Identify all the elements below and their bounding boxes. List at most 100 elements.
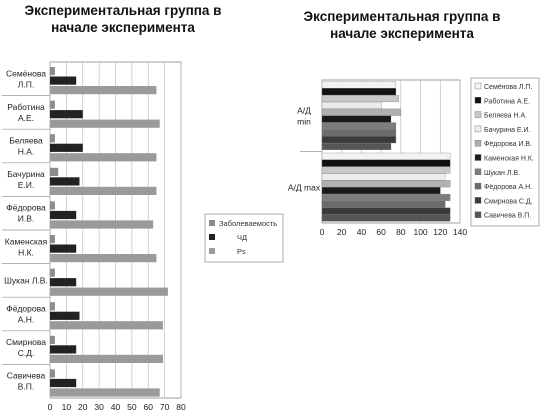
x-tick-label: 20 xyxy=(78,402,88,412)
bar-Ps xyxy=(50,186,157,195)
x-tick-label: 100 xyxy=(413,227,427,237)
bar-Заболеваемость xyxy=(50,201,55,210)
legend-label: Ps xyxy=(237,247,246,256)
bar-ЧД xyxy=(50,378,77,388)
bar-Ps xyxy=(50,254,157,263)
bar-ЧД xyxy=(50,278,77,287)
legend-label: Смирнова С.Д. xyxy=(484,198,533,205)
chart-title-right-line1: Экспериментальная группа в xyxy=(303,9,501,24)
bar-ЧД xyxy=(50,311,80,320)
category-label: Л.П. xyxy=(18,79,34,89)
category-label: Семёнова xyxy=(6,68,46,78)
x-tick-label: 120 xyxy=(433,227,447,237)
chart-title-left: Экспериментальная группа в начале экспер… xyxy=(8,2,238,36)
category-label: Работина xyxy=(7,102,45,112)
legend-swatch xyxy=(474,182,482,190)
x-tick-label: 40 xyxy=(111,402,121,412)
bar-Каменская Н.К. xyxy=(321,187,441,195)
bar-ЧД xyxy=(50,345,77,354)
legend-swatch xyxy=(474,154,482,161)
x-tick-label: 140 xyxy=(453,227,467,237)
category-label: Н.К. xyxy=(18,247,34,257)
x-tick-label: 0 xyxy=(48,402,53,412)
x-tick-label: 20 xyxy=(337,227,347,237)
category-label: Фёдорова xyxy=(6,203,46,213)
category-label: В.П. xyxy=(18,382,35,392)
category-label: А.Е. xyxy=(18,113,34,123)
bar-Заболеваемость xyxy=(50,335,55,344)
legend-swatch xyxy=(474,139,482,147)
bar-Фёдорова А.Н. xyxy=(321,129,397,137)
x-tick-label: 0 xyxy=(320,227,325,237)
bar-Заболеваемость xyxy=(50,167,59,176)
category-label: Бачурина xyxy=(7,169,45,179)
bar-ЧД xyxy=(50,110,83,119)
bar-Ps xyxy=(50,354,163,363)
legend-label: Фёдорова И.В. xyxy=(484,141,532,148)
bar-ЧД xyxy=(50,76,77,85)
bar-Ps xyxy=(50,220,154,229)
legend-swatch xyxy=(474,82,482,90)
bar-Смирнова С.Д. xyxy=(321,136,397,144)
legend-label: Каменская Н.К. xyxy=(484,156,534,163)
bar-ЧД xyxy=(50,177,80,186)
bar-Фёдорова И.В. xyxy=(321,180,451,188)
bar-Заболеваемость xyxy=(50,134,55,143)
category-label: А.Н. xyxy=(18,315,35,325)
legend-label: ЧД xyxy=(237,233,247,242)
bar-Фёдорова И.В. xyxy=(321,108,402,116)
bar-ЧД xyxy=(50,210,77,220)
bar-Заболеваемость xyxy=(50,369,55,378)
legend-swatch xyxy=(474,197,482,204)
legend-label: Шукан Л.В. xyxy=(484,170,520,177)
bar-Заболеваемость xyxy=(50,302,55,311)
x-tick-label: 80 xyxy=(396,227,406,237)
category-label: Каменская xyxy=(5,236,48,246)
bar-Смирнова С.Д. xyxy=(321,207,451,215)
category-label: Е.И. xyxy=(18,180,35,190)
bar-Семёнова Л.П. xyxy=(321,81,397,89)
x-tick-label: 40 xyxy=(357,227,367,237)
bar-Работина А.Е. xyxy=(321,88,397,96)
bar-ЧД xyxy=(50,143,83,152)
bar-Бачурина Е.И. xyxy=(321,101,382,109)
bar-Ps xyxy=(50,153,157,162)
legend-label: Заболеваемость xyxy=(219,219,277,228)
category-label: Фёдорова xyxy=(6,304,46,314)
category-label: min xyxy=(297,116,311,126)
bar-Фёдорова А.Н. xyxy=(321,200,446,208)
bar-Шукан Л.В. xyxy=(321,122,397,130)
category-label: Смирнова xyxy=(6,337,46,347)
legend-swatch xyxy=(209,248,215,254)
legend-swatch xyxy=(474,111,482,118)
category-label: А/Д max xyxy=(288,182,321,192)
bar-Беляева Н.А. xyxy=(321,166,451,174)
chart-title-left-line1: Экспериментальная группа в xyxy=(24,3,222,18)
legend-box xyxy=(204,213,284,263)
category-label: Беляева xyxy=(9,136,43,146)
legend-label: Беляева Н.А. xyxy=(484,113,527,120)
legend-swatch xyxy=(209,234,215,240)
bar-Заболеваемость xyxy=(50,100,55,109)
bar-Семёнова Л.П. xyxy=(321,152,451,160)
x-tick-label: 70 xyxy=(160,402,170,412)
bar-Ps xyxy=(50,86,157,95)
bar-Заболеваемость xyxy=(50,268,55,277)
bar-Савичева В.П. xyxy=(321,142,392,150)
bar-Шукан Л.В. xyxy=(321,193,451,201)
bar-Ps xyxy=(50,388,160,397)
bar-Ps xyxy=(50,321,163,330)
category-label: Савичева xyxy=(7,371,46,381)
x-tick-label: 60 xyxy=(376,227,386,237)
legend-label: Работина А.Е. xyxy=(484,97,530,105)
chart-title-left-line2: начале эксперимента xyxy=(51,20,195,35)
bar-Каменская Н.К. xyxy=(321,115,392,123)
chart-title-right: Экспериментальная группа в начале экспер… xyxy=(292,8,512,42)
bar-Заболеваемость xyxy=(50,235,55,244)
chart-title-right-line2: начале эксперимента xyxy=(330,26,474,41)
legend-label: Савичева В.П. xyxy=(484,213,531,220)
x-tick-label: 30 xyxy=(94,402,104,412)
category-label: Шукан Л.В. xyxy=(4,275,48,285)
bar-Ps xyxy=(50,287,168,296)
category-label: Н.А. xyxy=(18,147,35,157)
